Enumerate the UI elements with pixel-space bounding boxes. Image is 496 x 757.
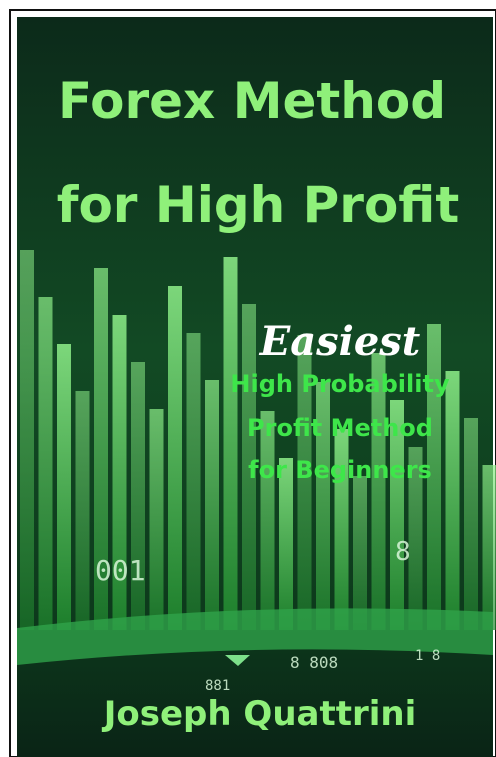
background-digit: 001 (95, 554, 146, 587)
title-line: Forex Method (58, 72, 446, 130)
author: Joseph Quattrini (102, 694, 417, 734)
background-digit: 1 8 (415, 648, 440, 664)
decorative-bar (353, 476, 367, 630)
decorative-bar (131, 362, 145, 630)
book-cover: 001 8 8 808 1 8 881 Forex Method for Hig… (0, 0, 496, 757)
decorative-bar (150, 409, 164, 630)
background-digit: 8 808 (290, 653, 338, 672)
decorative-bar (205, 380, 219, 630)
subtitle-line: Profit Method (247, 414, 433, 442)
decorative-bar (168, 286, 182, 630)
title-line: for High Profit (57, 176, 460, 234)
decorative-bar (57, 344, 71, 630)
tagline: Easiest (259, 318, 421, 365)
subtitle-line: for Beginners (248, 456, 432, 484)
background-digit: 8 (395, 537, 411, 567)
subtitle-line: High Probability (230, 370, 450, 398)
background-digit: 881 (205, 678, 230, 694)
decorative-bar (20, 250, 34, 630)
decorative-bar (261, 411, 275, 630)
decorative-bar (39, 297, 53, 630)
decorative-bar (76, 391, 90, 630)
page: 001 8 8 808 1 8 881 Forex Method for Hig… (0, 0, 496, 757)
decorative-bar (224, 257, 238, 630)
decorative-bar (187, 333, 201, 630)
decorative-bar (483, 465, 496, 630)
decorative-bar (464, 418, 478, 630)
decorative-bar (446, 371, 460, 630)
